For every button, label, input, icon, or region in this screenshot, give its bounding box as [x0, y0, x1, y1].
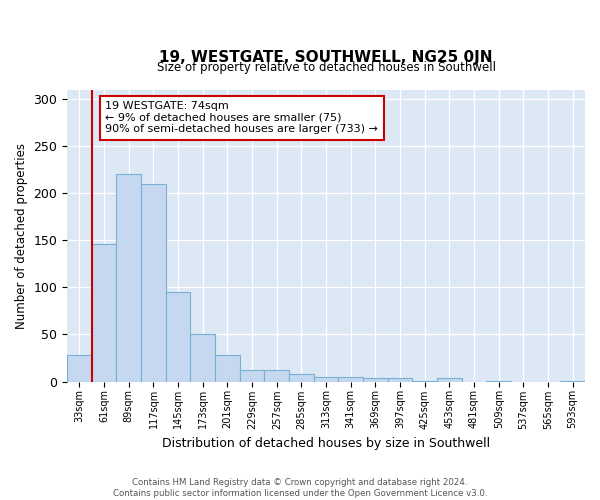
- Bar: [141, 184, 166, 382]
- Bar: [166, 292, 190, 382]
- Bar: [388, 378, 412, 382]
- Bar: [92, 244, 116, 382]
- Text: 19 WESTGATE: 74sqm
← 9% of detached houses are smaller (75)
90% of semi-detached: 19 WESTGATE: 74sqm ← 9% of detached hous…: [106, 101, 378, 134]
- Bar: [437, 378, 462, 382]
- Bar: [190, 334, 215, 382]
- Bar: [215, 355, 240, 382]
- Bar: [240, 370, 265, 382]
- Bar: [363, 378, 388, 382]
- Bar: [289, 374, 314, 382]
- Bar: [560, 380, 585, 382]
- Title: 19, WESTGATE, SOUTHWELL, NG25 0JN: 19, WESTGATE, SOUTHWELL, NG25 0JN: [160, 50, 493, 65]
- X-axis label: Distribution of detached houses by size in Southwell: Distribution of detached houses by size …: [162, 437, 490, 450]
- Bar: [67, 355, 92, 382]
- Y-axis label: Number of detached properties: Number of detached properties: [15, 142, 28, 328]
- Bar: [265, 370, 289, 382]
- Bar: [116, 174, 141, 382]
- Bar: [338, 377, 363, 382]
- Bar: [314, 377, 338, 382]
- Text: Contains HM Land Registry data © Crown copyright and database right 2024.
Contai: Contains HM Land Registry data © Crown c…: [113, 478, 487, 498]
- Bar: [412, 380, 437, 382]
- Text: Size of property relative to detached houses in Southwell: Size of property relative to detached ho…: [157, 60, 496, 74]
- Bar: [487, 380, 511, 382]
